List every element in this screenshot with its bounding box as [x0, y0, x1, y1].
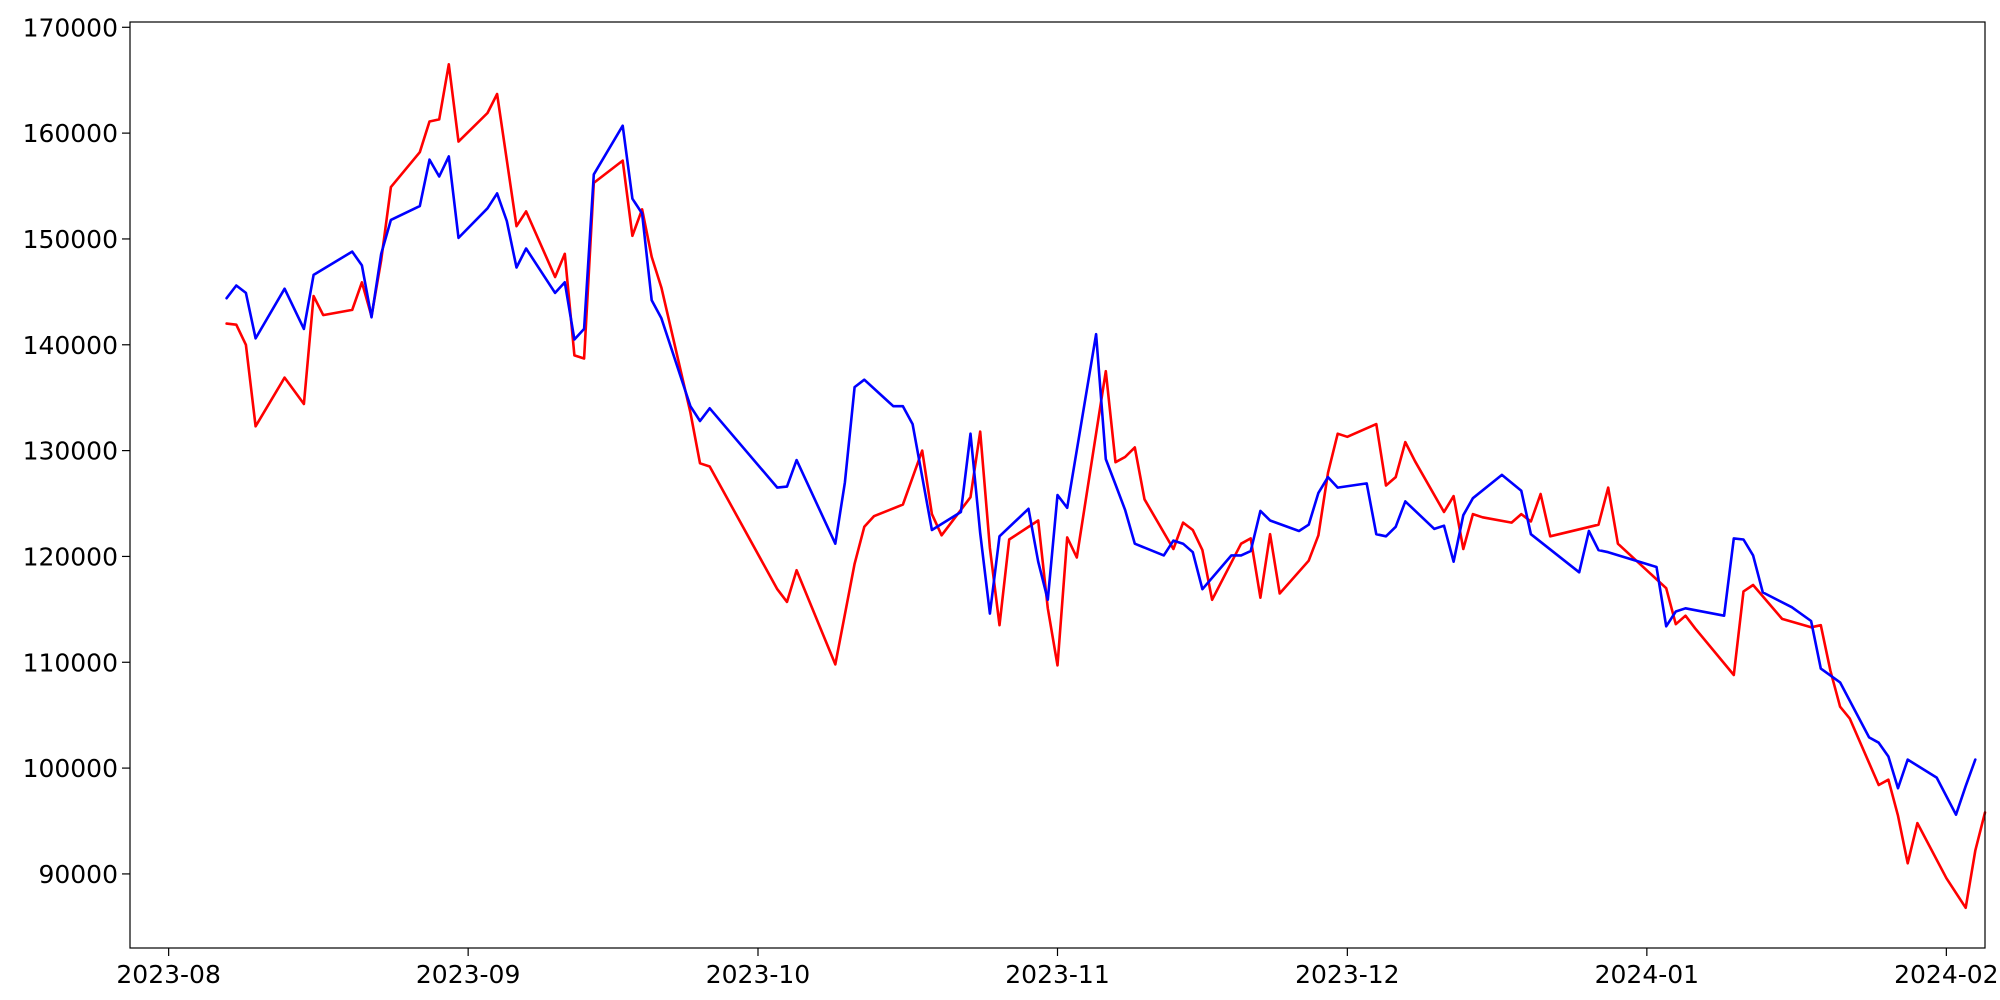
- y-tick-label: 130000: [23, 437, 118, 466]
- series-line-2: [225, 124, 1977, 817]
- x-tick-label: 2024-01: [1595, 960, 1699, 989]
- x-axis: 2023-08 2023-09 2023-10 2023-11 2023-12 2024-…: [116, 948, 1999, 989]
- x-tick-label: 2023-10: [706, 960, 810, 989]
- y-tick-label: 140000: [23, 331, 118, 360]
- x-tick-label: 2023-12: [1295, 960, 1399, 989]
- y-tick-label: 110000: [23, 648, 118, 677]
- y-tick-label: 90000: [38, 860, 118, 889]
- y-tick-label: 150000: [23, 225, 118, 254]
- y-tick-label: 160000: [23, 119, 118, 148]
- series-layer: [225, 63, 1987, 910]
- x-tick-label: 2023-08: [116, 960, 220, 989]
- y-tick-label: 120000: [23, 542, 118, 571]
- y-axis: 90000 100000 110000 120000 130000 140000 15000…: [23, 13, 130, 889]
- series-line-1: [225, 63, 1987, 910]
- x-tick-label: 2023-11: [1005, 960, 1109, 989]
- y-tick-label: 170000: [23, 13, 118, 42]
- y-tick-label: 100000: [23, 754, 118, 783]
- x-tick-label: 2024-02: [1894, 960, 1998, 989]
- x-tick-label: 2023-09: [416, 960, 520, 989]
